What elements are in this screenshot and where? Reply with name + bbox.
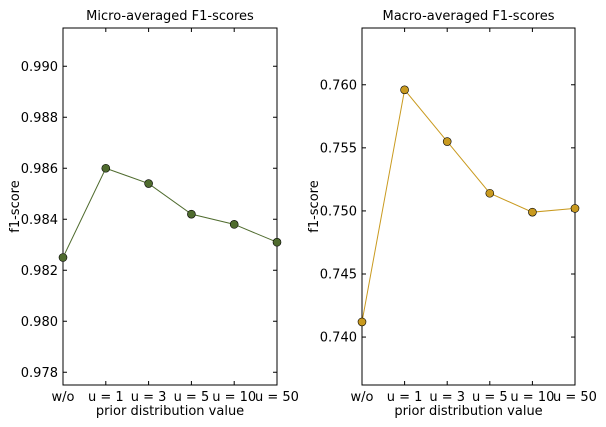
y-axis-label: f1-score [8, 180, 23, 232]
y-tick-label: 0.990 [21, 60, 58, 75]
x-axis-label: prior distribution value [96, 404, 244, 419]
x-tick-label: u = 3 [131, 390, 167, 405]
data-point [528, 207, 537, 217]
x-tick-label: u = 10 [510, 390, 554, 405]
x-tick-label: w/o [52, 390, 75, 405]
y-tick-label: 0.755 [320, 141, 357, 156]
x-tick-label: w/o [351, 390, 374, 405]
y-tick-label: 0.745 [320, 267, 357, 282]
series-line [62, 167, 278, 258]
data-point [272, 237, 282, 247]
micro-f1-panel: Micro-averaged F1-scores 0.978 0.980 0.982 0… [8, 9, 299, 419]
x-tick-label: u = 5 [174, 390, 210, 405]
x-tick-label: u = 1 [88, 390, 124, 405]
data-point [357, 317, 367, 327]
y-tick-label: 0.986 [21, 162, 58, 177]
x-tick-label: u = 5 [472, 390, 508, 405]
data-point [229, 220, 239, 229]
x-tick-label: u = 1 [387, 390, 423, 405]
x-axis-label: prior distribution value [394, 404, 542, 419]
series-line [361, 88, 576, 323]
y-axis-label: f1-score [307, 180, 322, 232]
x-tick-label: u = 50 [255, 390, 299, 405]
y-tick-label: 0.982 [21, 264, 58, 279]
data-point [400, 85, 409, 95]
data-point [485, 188, 495, 198]
data-point [187, 209, 196, 219]
chart-title: Macro-averaged F1-scores [382, 9, 554, 24]
y-tick-label: 0.978 [21, 366, 58, 381]
plot-frame [62, 27, 278, 386]
macro-f1-panel: Macro-averaged F1-scores 0.740 0.745 0.750 0… [307, 9, 597, 419]
plot-frame [361, 27, 576, 386]
y-tick-label: 0.750 [320, 204, 357, 219]
data-point [442, 137, 452, 146]
y-tick-label: 0.984 [21, 213, 58, 228]
data-point [570, 204, 580, 213]
x-tick-label: u = 3 [429, 390, 465, 405]
x-tick-label: u = 10 [212, 390, 256, 405]
x-tick-label: u = 50 [553, 390, 597, 405]
data-point [58, 253, 68, 262]
data-point [144, 179, 153, 188]
y-tick-label: 0.980 [21, 315, 58, 330]
data-point [101, 163, 111, 173]
y-tick-label: 0.740 [320, 331, 357, 346]
y-tick-label: 0.760 [320, 78, 357, 93]
y-tick-label: 0.988 [21, 111, 58, 126]
chart-title: Micro-averaged F1-scores [86, 9, 254, 24]
